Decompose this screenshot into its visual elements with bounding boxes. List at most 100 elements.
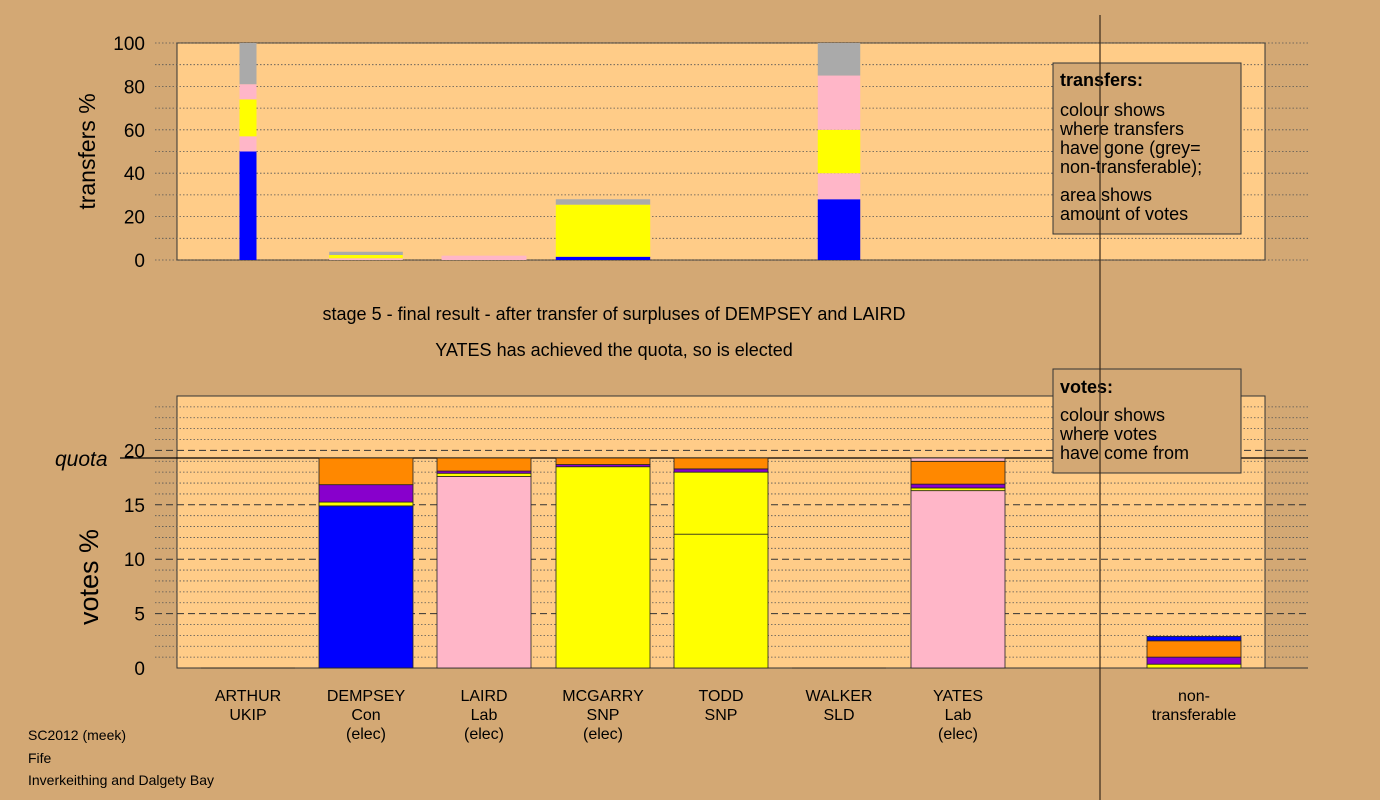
votes-bar-segment (436, 472, 532, 477)
votes-y-ticks: 0 5 10 15 20 (124, 441, 145, 680)
votes-bar-segment (910, 460, 1006, 485)
stage-caption: stage 5 - final result - after transfer … (323, 304, 906, 324)
votes-bar-segment (1146, 663, 1242, 669)
transfers-legend-line: have gone (grey= (1060, 138, 1201, 158)
transfers-bar-segment (817, 43, 861, 76)
candidate-label: MCGARRY (562, 688, 644, 705)
transfers-bar-segment (441, 255, 527, 260)
candidate-label: transferable (1152, 707, 1237, 724)
votes-bar-segment (673, 468, 769, 473)
candidate-label: SNP (587, 707, 620, 724)
candidate-label: LAIRD (460, 688, 507, 705)
votes-bar-segment (318, 505, 414, 669)
votes-y-tick-label: 20 (124, 441, 145, 462)
candidate-label: (elec) (464, 726, 504, 743)
votes-legend-line: have come from (1060, 443, 1189, 463)
candidate-label: UKIP (229, 707, 266, 724)
votes-legend-line: colour shows (1060, 405, 1165, 425)
candidate-label: TODD (698, 688, 743, 705)
transfers-y-tick-label: 20 (124, 208, 145, 229)
footer-ward: Inverkeithing and Dalgety Bay (28, 772, 214, 788)
votes-bar-segment (555, 466, 651, 669)
candidate-label: (elec) (938, 726, 978, 743)
votes-y-tick-label: 10 (124, 550, 145, 571)
footer-system: SC2012 (meek) (28, 727, 127, 743)
votes-bar-segment (436, 476, 532, 669)
transfers-chart: 0 20 40 60 80 100 transfers % transfers: colou… (74, 34, 1308, 272)
votes-bar-segment (673, 533, 769, 669)
transfers-legend-line: non-transferable); (1060, 157, 1202, 177)
stage-result-caption: YATES has achieved the quota, so is elec… (435, 340, 793, 360)
candidate-label: (elec) (583, 726, 623, 743)
transfers-y-ticks: 0 20 40 60 80 100 (113, 34, 145, 272)
votes-y-tick-label: 0 (134, 659, 145, 680)
transfers-bar-segment (555, 204, 651, 257)
transfers-bar-segment (329, 251, 403, 256)
transfers-bar-segment (817, 75, 861, 130)
votes-bar-segment (1146, 636, 1242, 642)
transfers-bar-segment (817, 173, 861, 200)
votes-y-tick-label: 15 (124, 496, 145, 517)
votes-bar-segment (555, 457, 651, 465)
transfers-bar-segment (555, 199, 651, 205)
candidate-label: DEMPSEY (327, 688, 406, 705)
votes-bar-segment (1146, 656, 1242, 665)
candidate-label: SLD (823, 707, 854, 724)
votes-bar-segment (1146, 640, 1242, 658)
transfers-legend-line: amount of votes (1060, 204, 1188, 224)
transfers-y-axis-label: transfers % (74, 93, 100, 209)
votes-legend-line: where votes (1059, 424, 1157, 444)
transfers-legend-line: area shows (1060, 185, 1152, 205)
candidate-label: ARTHUR (215, 688, 281, 705)
footer-council: Fife (28, 750, 52, 766)
transfers-bar-segment (817, 129, 861, 174)
transfers-bar-segment (239, 84, 257, 100)
transfers-legend-box (1052, 62, 1242, 235)
candidate-label: SNP (705, 707, 738, 724)
votes-bar-segment (436, 457, 532, 472)
votes-bar-segment (910, 457, 1006, 462)
votes-bar-segment (910, 483, 1006, 489)
candidate-label: (elec) (346, 726, 386, 743)
candidate-labels: ARTHUR UKIP DEMPSEY Con (elec) LAIRD Lab (elec)… (215, 688, 1237, 743)
transfers-legend-line: where transfers (1059, 119, 1184, 139)
votes-chart: 0 5 10 15 20 votes % quota ARTHUR UKIP DEMPSEY… (55, 368, 1308, 743)
votes-bar-segment (318, 501, 414, 507)
candidate-label: WALKER (806, 688, 873, 705)
votes-bar-segment (910, 490, 1006, 669)
transfers-bar-segment (239, 43, 257, 85)
transfers-bar-segment (555, 256, 651, 260)
transfers-bar-segment (239, 99, 257, 137)
candidate-label: non- (1178, 688, 1210, 705)
transfers-bars (239, 43, 861, 260)
transfers-bar-segment (329, 255, 403, 259)
transfers-y-tick-label: 80 (124, 77, 145, 98)
transfers-y-tick-label: 0 (134, 251, 145, 272)
votes-legend-title: votes: (1060, 377, 1113, 397)
votes-bars (201, 457, 1308, 669)
transfers-y-tick-label: 60 (124, 121, 145, 142)
candidate-label: Lab (471, 707, 498, 724)
transfers-bar-segment (817, 199, 861, 260)
transfers-y-tick-label: 40 (124, 164, 145, 185)
votes-y-axis-label: votes % (74, 529, 104, 625)
votes-bar-segment (910, 487, 1006, 492)
transfers-y-tick-label: 100 (113, 34, 145, 55)
transfers-bar-segment (239, 151, 257, 260)
votes-legend-box (1052, 368, 1242, 474)
votes-y-tick-label: 5 (134, 605, 145, 626)
votes-bar-segment (318, 484, 414, 503)
quota-label: quota (55, 448, 108, 471)
votes-bar-segment (673, 457, 769, 470)
transfers-legend-title: transfers: (1060, 70, 1143, 90)
transfers-legend-line: colour shows (1060, 100, 1165, 120)
candidate-label: Con (351, 707, 380, 724)
candidate-label: Lab (945, 707, 972, 724)
candidate-label: YATES (933, 688, 983, 705)
transfers-bar-segment (329, 258, 403, 260)
votes-bar-segment (318, 457, 414, 486)
